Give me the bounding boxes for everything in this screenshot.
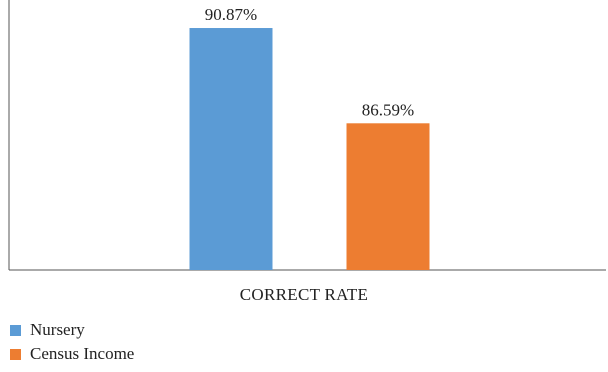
legend: Nursery Census Income: [10, 318, 134, 366]
data-label-nursery: 90.87%: [205, 5, 257, 24]
legend-item-nursery: Nursery: [10, 318, 134, 342]
legend-swatch-census-income: [10, 348, 21, 360]
bar-chart: 90.87% 86.59%: [8, 0, 606, 271]
legend-swatch-nursery: [10, 324, 21, 336]
legend-label-census-income: Census Income: [30, 344, 135, 363]
legend-item-census-income: Census Income: [10, 342, 134, 366]
bars-group: 90.87% 86.59%: [189, 5, 430, 270]
bar-nursery: [189, 28, 273, 270]
data-label-census-income: 86.59%: [362, 100, 414, 119]
bar-census-income: [346, 123, 430, 270]
x-axis-category-label: CORRECT RATE: [239, 285, 369, 304]
legend-label-nursery: Nursery: [30, 320, 85, 339]
